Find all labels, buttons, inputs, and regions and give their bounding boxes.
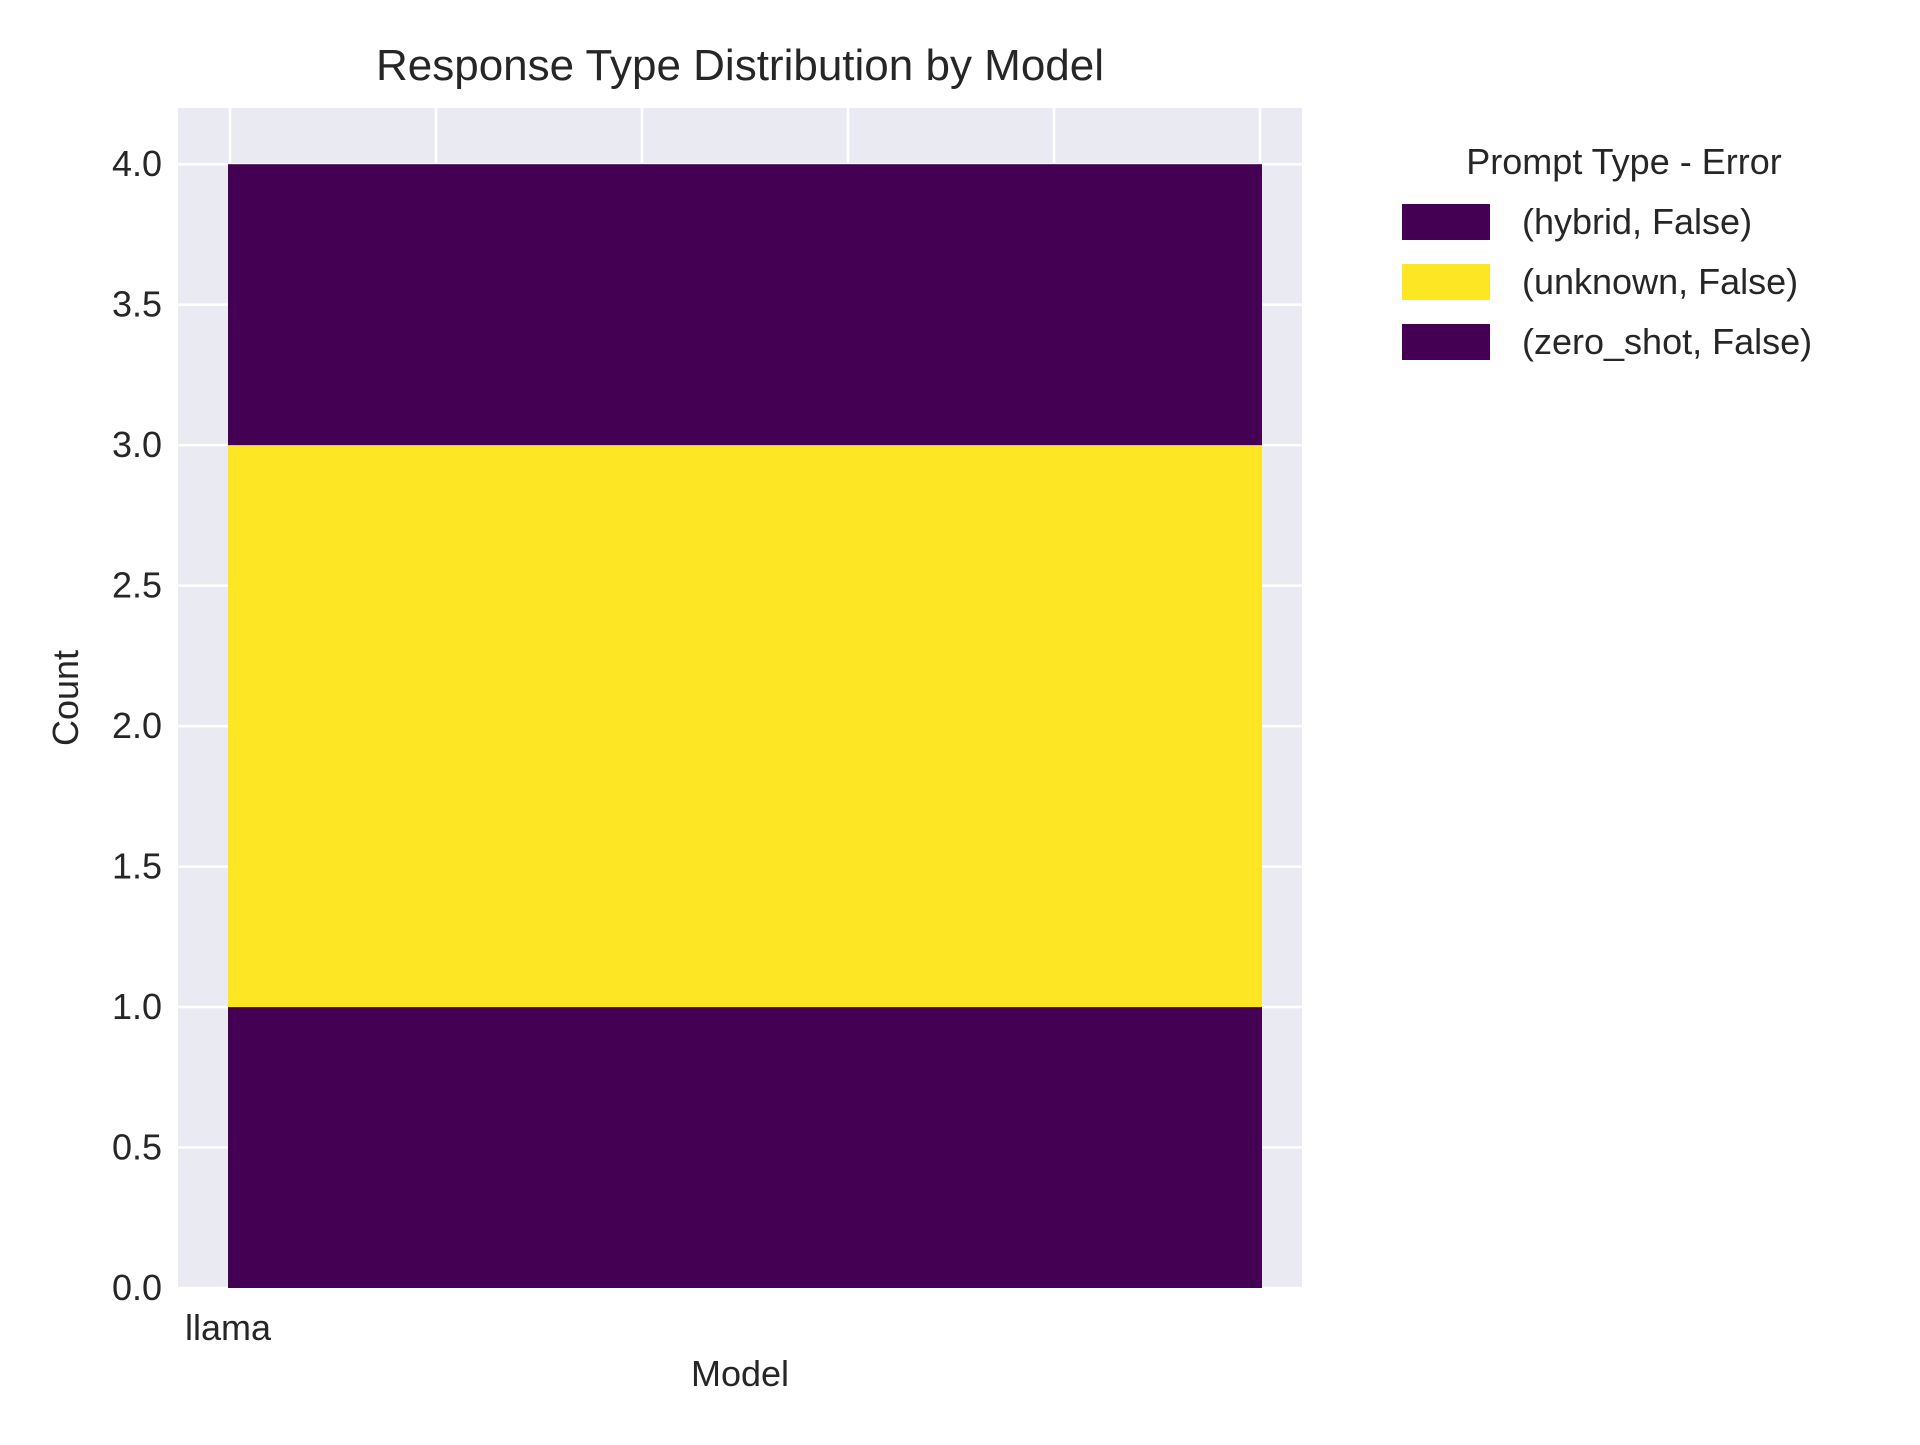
legend-items: (hybrid, False) (unknown, False) (zero_sho…	[1402, 201, 1812, 362]
legend-label: (hybrid, False)	[1522, 201, 1752, 242]
legend-swatch	[1402, 324, 1490, 360]
legend-swatch	[1402, 264, 1490, 300]
y-tick-label: 1.0	[112, 986, 162, 1027]
x-axis-label: Model	[691, 1353, 789, 1394]
legend-title: Prompt Type - Error	[1466, 141, 1781, 182]
bar-segment	[228, 445, 1262, 1008]
x-tick-label: llama	[185, 1307, 272, 1348]
bar-segment	[228, 1007, 1262, 1288]
y-tick-label: 2.5	[112, 565, 162, 606]
legend-label: (unknown, False)	[1522, 261, 1798, 302]
legend: Prompt Type - Error (hybrid, False) (unkn…	[1402, 141, 1812, 362]
y-ticks: 0.0 0.5 1.0 1.5 2.0 2.5 3.0 3.5 4.0	[112, 143, 162, 1308]
y-tick-label: 3.0	[112, 424, 162, 465]
bar-segment	[228, 164, 1262, 446]
y-tick-label: 2.0	[112, 705, 162, 746]
y-tick-label: 3.5	[112, 284, 162, 325]
x-ticks: llama	[185, 1307, 272, 1348]
legend-swatch	[1402, 204, 1490, 240]
legend-label: (zero_shot, False)	[1522, 321, 1812, 362]
y-tick-label: 1.5	[112, 846, 162, 887]
y-tick-label: 4.0	[112, 143, 162, 184]
chart-title: Response Type Distribution by Model	[376, 41, 1104, 90]
y-tick-label: 0.5	[112, 1127, 162, 1168]
bars	[228, 164, 1262, 1288]
y-axis-label: Count	[45, 650, 86, 746]
y-tick-label: 0.0	[112, 1267, 162, 1308]
